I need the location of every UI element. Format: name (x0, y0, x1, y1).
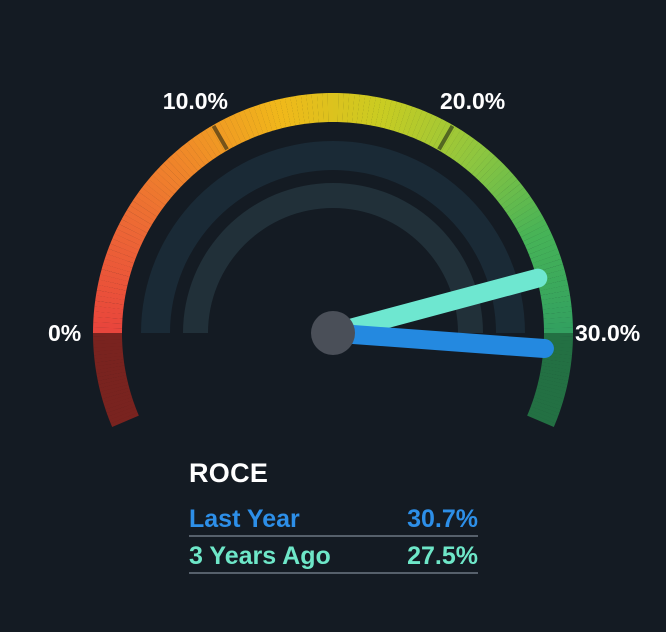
legend-value-three-years-ago: 27.5% (407, 542, 478, 570)
gauge-needles (323, 268, 554, 359)
gauge-band-tails (93, 333, 573, 427)
legend-value-last-year: 30.7% (407, 505, 478, 533)
legend-title: ROCE (189, 458, 268, 488)
gauge-tick-mark-10 (211, 125, 229, 151)
gauge-needle-last-year (323, 323, 554, 359)
gauge-tick-label-0: 0% (48, 320, 81, 346)
gauge-tick-label-20: 20.0% (440, 88, 505, 114)
gauge-tick-label-30: 30.0% (575, 320, 640, 346)
legend-label-three-years-ago: 3 Years Ago (189, 542, 331, 570)
gauge-needle-3-years-ago (323, 268, 548, 343)
gauge-tick-label-10: 10.0% (163, 88, 228, 114)
gauge-tick-marks (211, 125, 455, 151)
legend-label-last-year: Last Year (189, 505, 300, 533)
gauge-inner-rings (141, 141, 525, 333)
gauge-needle-hub (311, 311, 355, 355)
gauge-tick-mark-20 (437, 125, 455, 151)
